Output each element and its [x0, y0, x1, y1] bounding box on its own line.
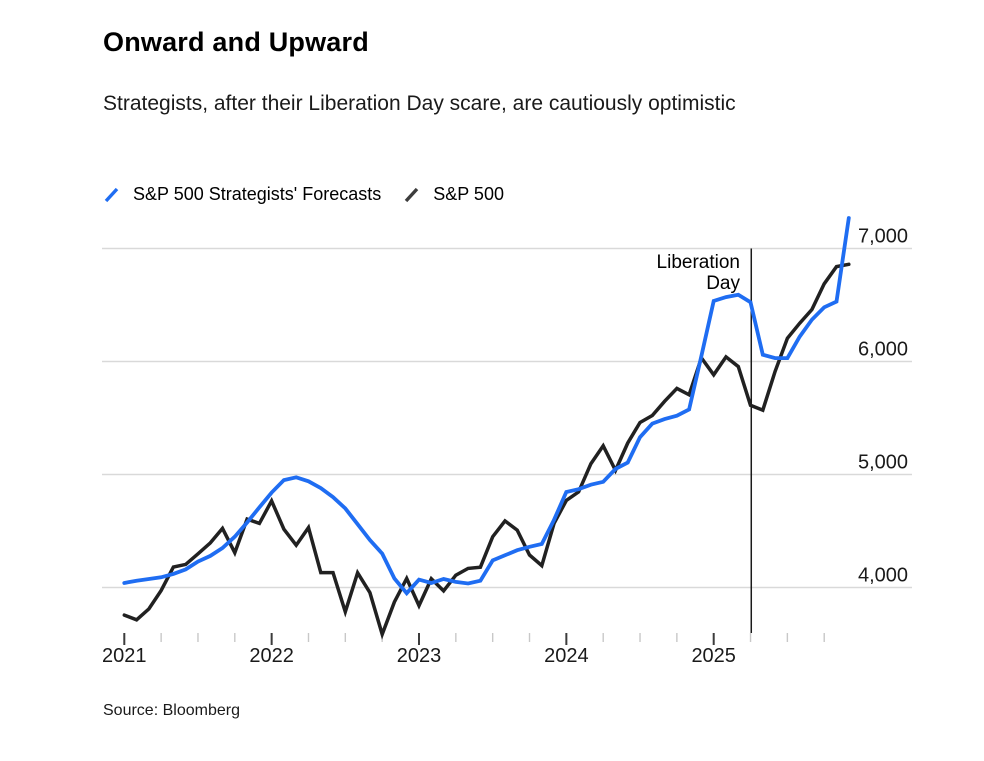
series-s-p-500: [122, 262, 851, 640]
annotation-text-line2: Day: [706, 273, 740, 294]
y-tick-label: 5,000: [858, 452, 908, 474]
legend-item-sp500: S&P 500: [403, 184, 504, 205]
chart-title: Onward and Upward: [103, 27, 369, 57]
annotation-text-line1: Liberation: [657, 252, 740, 273]
legend-label-forecasts: S&P 500 Strategists' Forecasts: [133, 184, 382, 204]
liberation-day-annotation: Liberation Day: [657, 248, 753, 633]
legend-label-sp500: S&P 500: [433, 184, 504, 204]
x-tick-label: 2021: [102, 645, 147, 667]
chart-legend: S&P 500 Strategists' Forecasts S&P 500: [103, 184, 504, 205]
x-tick-label: 2022: [249, 645, 294, 667]
y-tick-label: 7,000: [858, 226, 908, 248]
source-attribution: Source: Bloomberg: [103, 702, 240, 719]
legend-item-forecasts: S&P 500 Strategists' Forecasts: [103, 184, 381, 205]
y-tick-label: 6,000: [858, 339, 908, 361]
x-axis-labels: 2021 2022 2023 2024 2025: [102, 645, 736, 667]
blue-slash-icon: [104, 187, 119, 202]
chart-subtitle: Strategists, after their Liberation Day …: [103, 92, 736, 115]
x-axis-ticks: [123, 633, 825, 645]
y-axis-labels: 4,000 5,000 6,000 7,000: [858, 226, 908, 587]
dark-slash-icon: [404, 187, 419, 202]
x-tick-label: 2024: [544, 645, 589, 667]
y-tick-label: 4,000: [858, 565, 908, 587]
x-tick-label: 2025: [691, 645, 736, 667]
series-s-p-500-strategists-forecasts: [122, 216, 851, 597]
x-tick-label: 2023: [397, 645, 442, 667]
series-lines: [122, 216, 851, 640]
gridlines: [102, 247, 912, 589]
